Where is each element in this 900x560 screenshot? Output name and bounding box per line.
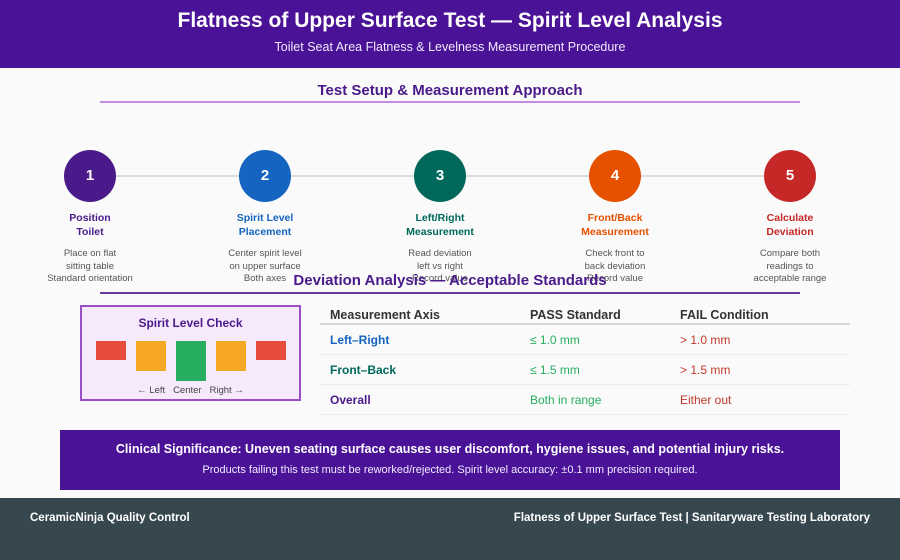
- table-row: Left–Right ≤ 1.0 mm > 1.0 mm: [320, 325, 850, 355]
- deviation-divider: [100, 292, 800, 294]
- clinical-requirement-text: Products failing this test must be rewor…: [202, 464, 698, 476]
- step-3: 3 Left/Right Measurement Read deviation le…: [370, 150, 510, 286]
- header-banner: Flatness of Upper Surface Test — Spirit …: [0, 0, 900, 68]
- setup-section-title: Test Setup & Measurement Approach: [317, 82, 583, 99]
- level-block-right-inner: [216, 341, 246, 371]
- step-4-description: Check front to back deviation Record value: [584, 248, 646, 284]
- table-row: Front–Back ≤ 1.5 mm > 1.5 mm: [320, 355, 850, 385]
- step-4-circle: 4: [589, 150, 641, 202]
- step-1-circle: 1: [64, 150, 116, 202]
- row-1-pass: ≤ 1.0 mm: [530, 333, 580, 347]
- step-2-circle: 2: [239, 150, 291, 202]
- step-1: 1 Position Toilet Place on flat sitting ta…: [20, 150, 160, 286]
- clinical-significance-text: Clinical Significance: Uneven seating su…: [115, 442, 785, 456]
- main-content: Test Setup & Measurement Approach 1 Posi…: [0, 68, 900, 498]
- clinical-significance-banner: Clinical Significance: Uneven seating su…: [60, 430, 840, 490]
- step-5-name: Calculate Deviation: [766, 212, 814, 238]
- row-3-pass: Both in range: [530, 393, 602, 407]
- spirit-level-check-panel: Spirit Level Check ← Left Center Right →: [80, 305, 301, 401]
- row-1-fail: > 1.0 mm: [680, 333, 731, 347]
- footer-brand: CeramicNinja Quality Control: [30, 512, 190, 524]
- level-block-right-outer: [256, 341, 286, 360]
- header-measurement-axis: Measurement Axis: [330, 308, 440, 322]
- step-4: 4 Front/Back Measurement Check front to ba…: [545, 150, 685, 286]
- step-4-name: Front/Back Measurement: [581, 212, 649, 238]
- step-3-name: Left/Right Measurement: [406, 212, 474, 238]
- row-2-pass: ≤ 1.5 mm: [530, 363, 580, 377]
- deviation-section-title: Deviation Analysis — Acceptable Standard…: [293, 272, 607, 289]
- step-2-description: Center spirit level on upper surface Both …: [228, 248, 302, 284]
- page-title: Flatness of Upper Surface Test — Spirit …: [177, 9, 723, 32]
- table-header-row: Measurement Axis PASS Standard FAIL Cond…: [320, 303, 850, 325]
- step-2-name: Spirit Level Placement: [236, 212, 294, 238]
- step-2: 2 Spirit Level Placement Center spirit le…: [195, 150, 335, 286]
- table-row: Overall Both in range Either out: [320, 385, 850, 415]
- level-block-center: [176, 341, 206, 381]
- row-2-fail: > 1.5 mm: [680, 363, 731, 377]
- step-1-description: Place on flat sitting table Standard orien…: [47, 248, 133, 284]
- header-fail-condition: FAIL Condition: [680, 308, 769, 322]
- level-axis-labels: ← Left Center Right →: [137, 385, 244, 396]
- row-1-axis: Left–Right: [330, 333, 390, 347]
- step-3-description: Read deviation left vs right Record value: [408, 248, 472, 284]
- step-1-name: Position Toilet: [69, 212, 111, 238]
- standards-table: Measurement Axis PASS Standard FAIL Cond…: [320, 303, 850, 415]
- step-5: 5 Calculate Deviation Compare both reading…: [720, 150, 860, 286]
- step-5-circle: 5: [764, 150, 816, 202]
- row-3-axis: Overall: [330, 393, 371, 407]
- header-pass-standard: PASS Standard: [530, 308, 621, 322]
- footer-lab-name: Flatness of Upper Surface Test | Sanitar…: [513, 512, 870, 524]
- level-block-left-inner: [136, 341, 166, 371]
- step-3-circle: 3: [414, 150, 466, 202]
- row-2-axis: Front–Back: [330, 363, 397, 377]
- setup-divider: [100, 101, 800, 103]
- level-block-left-outer: [96, 341, 126, 360]
- spirit-level-check-title: Spirit Level Check: [138, 316, 243, 330]
- row-3-fail: Either out: [680, 393, 732, 407]
- step-5-description: Compare both readings to acceptable range: [753, 248, 827, 284]
- page-subtitle: Toilet Seat Area Flatness & Levelness Me…: [274, 40, 626, 54]
- footer: CeramicNinja Quality Control Flatness of…: [0, 498, 900, 560]
